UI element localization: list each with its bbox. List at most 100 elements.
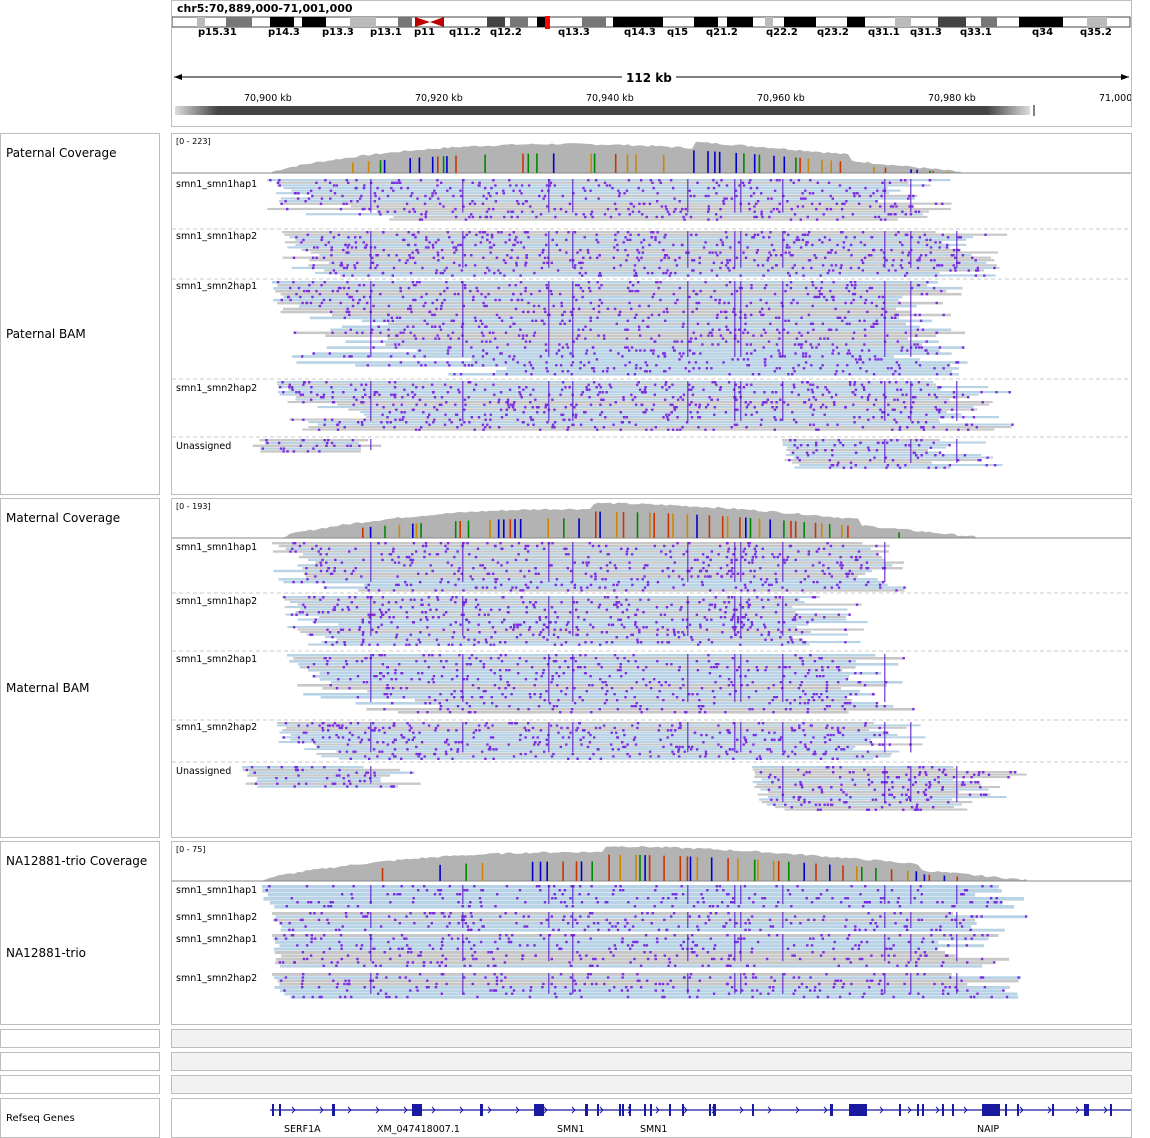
mismatch [565,406,567,408]
mismatch [471,578,473,580]
mismatch [872,192,874,194]
mismatch [363,284,365,286]
mismatch [719,545,721,547]
mismatch [472,299,474,301]
paternal-bam-name[interactable]: Paternal BAM [6,327,86,341]
read [325,334,936,337]
mismatch [360,401,362,403]
trio-name-panel[interactable]: NA12881-trio Coverage NA12881-trio [0,841,160,1025]
mismatch [666,254,668,256]
snp-column [734,381,736,421]
mismatch [327,611,329,613]
mismatch [537,406,539,408]
mismatch [850,267,852,269]
mismatch [519,190,521,192]
mismatch [400,332,402,334]
mismatch [469,203,471,205]
mismatch [353,264,355,266]
mismatch [925,789,927,791]
mismatch [505,361,507,363]
mismatch [768,732,770,734]
paternal-name-panel[interactable]: Paternal Coverage Paternal BAM [0,133,160,495]
mismatch [512,629,514,631]
mismatch [517,553,519,555]
mismatch [940,290,942,292]
mismatch [649,751,651,753]
trio-coverage-name[interactable]: NA12881-trio Coverage [6,854,147,868]
paternal-data-panel[interactable]: [0 - 223] smn1_smn1hap1 smn1_smn1hap2 sm… [171,133,1132,495]
mismatch [597,334,599,336]
mismatch [879,586,881,588]
read [321,755,890,757]
mismatch [329,197,331,199]
mismatch [619,311,621,313]
mismatch [609,384,611,386]
paternal-reads[interactable] [172,134,1131,494]
mismatch [777,349,779,351]
mismatch [849,693,851,695]
maternal-data-panel[interactable]: [0 - 193] smn1_smn1hap1 smn1_smn1hap2 sm… [171,498,1132,838]
trio-bam-name[interactable]: NA12881-trio [6,946,86,960]
mismatch [980,794,982,796]
mismatch [644,370,646,372]
mismatch [367,274,369,276]
mismatch [745,257,747,259]
read [306,575,858,577]
mismatch [838,732,840,734]
mismatch [410,332,412,334]
mismatch [357,736,359,738]
mismatch [722,624,724,626]
mismatch [455,246,457,248]
mismatch [575,213,577,215]
mismatch [500,678,502,680]
paternal-coverage-name[interactable]: Paternal Coverage [6,146,116,160]
mismatch [364,394,366,396]
mismatch [269,179,271,181]
mismatch [698,699,700,701]
mismatch [326,442,328,444]
mismatch [839,184,841,186]
mismatch [745,426,747,428]
mismatch [328,548,330,550]
mismatch [722,361,724,363]
mismatch [517,419,519,421]
maternal-name-panel[interactable]: Maternal Coverage Maternal BAM [0,498,160,838]
mismatch [524,736,526,738]
mismatch [866,311,868,313]
mismatch [332,391,334,393]
mismatch [319,553,321,555]
mismatch [494,184,496,186]
mismatch [844,641,846,643]
mismatch [570,711,572,713]
trio-data-panel[interactable]: [0 - 75] smn1_smn1hap1 smn1_smn1hap2 smn… [171,841,1132,1025]
mismatch [606,699,608,701]
mismatch [420,296,422,298]
mismatch [532,367,534,369]
mismatch [830,545,832,547]
mismatch [459,190,461,192]
mismatch [396,234,398,236]
mismatch [789,274,791,276]
mismatch [251,766,253,768]
mismatch [834,444,836,446]
mismatch [818,548,820,550]
mismatch [564,323,566,325]
mismatch [485,639,487,641]
mismatch [297,774,299,776]
mismatch [917,267,919,269]
mismatch [672,570,674,572]
mismatch [534,567,536,569]
mismatch [858,203,860,205]
mismatch [644,564,646,566]
maternal-coverage-name[interactable]: Maternal Coverage [6,511,120,525]
mismatch [606,564,608,566]
mismatch [843,203,845,205]
maternal-reads[interactable] [172,499,1131,837]
mismatch [486,586,488,588]
mismatch [421,267,423,269]
mismatch [799,702,801,704]
maternal-bam-name[interactable]: Maternal BAM [6,681,89,695]
mismatch [617,657,619,659]
cytoband-label: q12.2 [490,27,522,38]
